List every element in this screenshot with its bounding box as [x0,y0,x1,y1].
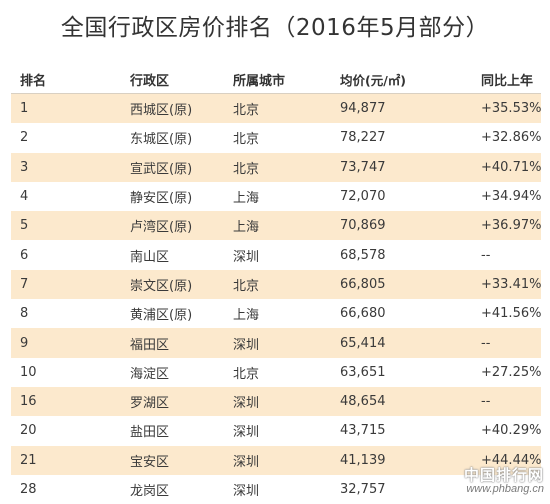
cell-yoy: -- [481,247,491,263]
cell-city: 北京 [233,278,260,294]
header-city: 所属城市 [233,74,286,89]
cell-city: 深圳 [233,396,260,412]
watermark: 中国排行网 www.phbang.cn [464,464,544,495]
table-row: 16 罗湖区 深圳 48,654 -- [11,386,541,417]
cell-yoy: +35.53% [481,101,542,117]
header-yoy: 同比上年 [481,74,534,89]
cell-district: 黄浦区(原) [130,308,193,324]
cell-rank: 10 [20,364,37,380]
cell-district: 静安区(原) [130,191,193,207]
watermark-url: www.phbang.cn [466,483,544,495]
table-row: 2 东城区(原) 北京 78,227 +32.86% [11,123,541,152]
cell-yoy: +44.44% [481,452,542,468]
cell-price: 65,414 [340,335,386,351]
table-row: 1 西城区(原) 北京 94,877 +35.53% [11,94,542,124]
cell-rank: 28 [20,482,37,497]
cell-price: 32,757 [340,482,386,497]
cell-rank: 9 [20,335,29,351]
cell-price: 94,877 [340,101,386,117]
cell-city: 深圳 [233,454,260,470]
cell-rank: 16 [20,394,37,410]
table-row: 7 崇文区(原) 北京 66,805 +33.41% [11,269,542,300]
table-row: 20 盐田区 深圳 43,715 +40.29% [11,416,541,445]
cell-price: 63,651 [340,364,386,380]
cell-rank: 6 [20,247,29,263]
table-row: 21 宝安区 深圳 41,139 +44.44% [11,445,542,475]
table-row: 8 黄浦区(原) 上海 66,680 +41.56% [11,299,541,328]
cell-price: 66,680 [340,306,386,322]
cell-district: 宣武区(原) [130,161,193,177]
table-row: 6 南山区 深圳 68,578 -- [11,240,541,269]
cell-price: 78,227 [340,130,386,146]
cell-price: 68,578 [340,247,386,263]
cell-city: 深圳 [233,249,260,265]
cell-rank: 7 [20,276,29,292]
cell-district: 福田区 [130,337,170,353]
header-rank: 排名 [20,74,47,89]
table-row: 28 龙岗区 深圳 32,757 [11,475,541,504]
cell-price: 41,139 [340,452,386,468]
cell-district: 南山区 [130,249,170,265]
cell-rank: 1 [20,101,29,117]
header-price: 均价(元/㎡) [340,73,406,88]
cell-district: 海淀区 [130,366,170,382]
table-row: 10 海淀区 北京 63,651 +27.25% [11,358,541,387]
cell-rank: 5 [20,218,29,234]
cell-rank: 2 [20,130,29,146]
cell-city: 深圳 [233,337,260,353]
cell-rank: 8 [20,306,29,322]
cell-district: 崇文区(原) [130,278,193,294]
cell-yoy: +27.25% [481,364,542,380]
cell-city: 北京 [233,103,260,119]
cell-city: 上海 [233,191,260,207]
cell-district: 东城区(原) [130,132,193,148]
cell-price: 72,070 [340,189,386,205]
ranking-table: 排名 行政区 所属城市 均价(元/㎡) 同比上年 1 西城区(原) 北京 94,877… [11,66,541,504]
cell-rank: 3 [20,159,29,175]
table-row: 9 福田区 深圳 65,414 -- [11,328,541,358]
chart-title: 全国行政区房价排名（2016年5月部分） [60,15,490,41]
cell-district: 盐田区 [130,425,170,441]
cell-price: 70,869 [340,218,386,234]
cell-district: 卢湾区(原) [130,220,193,236]
cell-yoy: -- [481,394,491,410]
cell-yoy: +41.56% [481,306,542,322]
cell-yoy: +34.94% [481,189,542,205]
cell-district: 宝安区 [130,454,170,470]
cell-rank: 20 [20,423,37,439]
table-row: 3 宣武区(原) 北京 73,747 +40.71% [11,152,542,182]
cell-rank: 4 [20,189,29,205]
cell-city: 上海 [233,220,260,236]
cell-yoy: +40.71% [481,159,542,175]
cell-city: 上海 [233,308,260,324]
cell-district: 罗湖区 [130,396,170,412]
cell-price: 73,747 [340,159,386,175]
table-row: 5 卢湾区(原) 上海 70,869 +36.97% [11,211,542,241]
cell-price: 43,715 [340,423,386,439]
cell-price: 48,654 [340,394,386,410]
table-row: 4 静安区(原) 上海 72,070 +34.94% [11,182,541,211]
cell-city: 北京 [233,132,260,148]
cell-district: 西城区(原) [130,103,193,119]
cell-yoy: -- [481,335,491,351]
header-district: 行政区 [130,74,170,89]
cell-yoy: +33.41% [481,276,542,292]
cell-city: 北京 [233,366,260,382]
cell-city: 深圳 [233,484,260,499]
watermark-text: 中国排行网 [463,467,544,484]
table-body: 1 西城区(原) 北京 94,877 +35.53% 2 东城区(原) 北京 78,227 +32… [11,94,541,504]
cell-yoy: +32.86% [481,130,542,146]
cell-rank: 21 [20,452,37,468]
cell-yoy: +40.29% [481,423,542,439]
cell-city: 深圳 [233,425,260,441]
cell-city: 北京 [233,161,260,177]
cell-price: 66,805 [340,276,386,292]
table-header-row: 排名 行政区 所属城市 均价(元/㎡) 同比上年 [11,66,541,94]
cell-district: 龙岗区 [130,484,170,499]
cell-yoy: +36.97% [481,218,542,234]
